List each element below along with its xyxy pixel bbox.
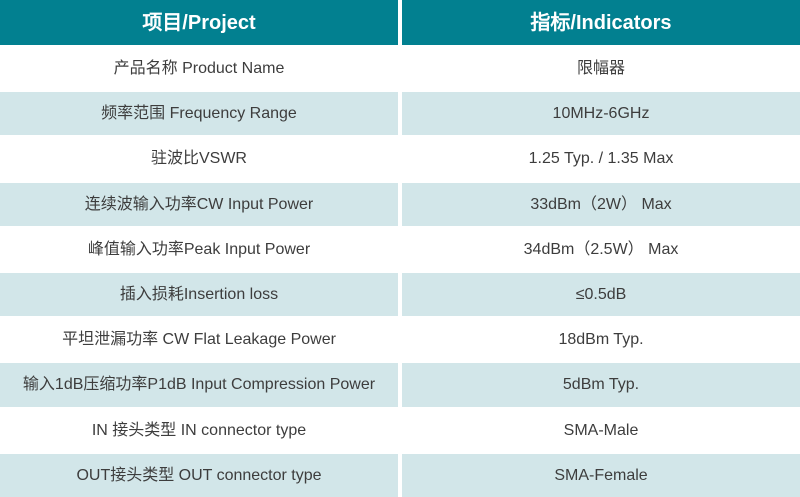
column-divider	[398, 182, 402, 226]
table-body: 产品名称 Product Name 限幅器 频率范围 Frequency Ran…	[0, 47, 800, 497]
column-divider	[398, 227, 402, 272]
indicator-cell: 限幅器	[402, 47, 800, 91]
indicator-cell: ≤0.5dB	[402, 273, 800, 317]
table-row: 频率范围 Frequency Range 10MHz-6GHz	[0, 92, 800, 138]
column-divider	[398, 92, 402, 136]
project-cell: 产品名称 Product Name	[0, 47, 398, 91]
project-cell: 峰值输入功率Peak Input Power	[0, 227, 398, 272]
project-cell: 频率范围 Frequency Range	[0, 92, 398, 136]
column-divider	[398, 408, 402, 452]
column-divider	[398, 47, 402, 91]
column-header-indicators: 指标/Indicators	[402, 0, 800, 45]
table-row: 峰值输入功率Peak Input Power 34dBm（2.5W） Max	[0, 227, 800, 274]
project-cell: 输入1dB压缩功率P1dB Input Compression Power	[0, 363, 398, 407]
column-divider	[398, 318, 402, 362]
project-cell: OUT接头类型 OUT connector type	[0, 453, 398, 497]
table-row: 输入1dB压缩功率P1dB Input Compression Power 5d…	[0, 363, 800, 409]
indicator-cell: SMA-Female	[402, 453, 800, 497]
indicator-cell: 18dBm Typ.	[402, 318, 800, 362]
column-divider	[398, 0, 402, 45]
column-divider	[398, 453, 402, 497]
project-cell: 驻波比VSWR	[0, 137, 398, 181]
indicator-cell: SMA-Male	[402, 408, 800, 452]
project-cell: 连续波输入功率CW Input Power	[0, 182, 398, 226]
column-header-project: 项目/Project	[0, 0, 398, 45]
indicator-cell: 10MHz-6GHz	[402, 92, 800, 136]
column-divider	[398, 363, 402, 407]
project-cell: 插入损耗Insertion loss	[0, 273, 398, 317]
indicator-cell: 34dBm（2.5W） Max	[402, 227, 800, 272]
project-cell: IN 接头类型 IN connector type	[0, 408, 398, 452]
table-row: 连续波输入功率CW Input Power 33dBm（2W） Max	[0, 182, 800, 228]
indicator-cell: 33dBm（2W） Max	[402, 182, 800, 226]
column-divider	[398, 137, 402, 181]
table-header-row: 项目/Project 指标/Indicators	[0, 0, 800, 47]
table-row: 驻波比VSWR 1.25 Typ. / 1.35 Max	[0, 137, 800, 183]
indicator-cell: 1.25 Typ. / 1.35 Max	[402, 137, 800, 181]
table-row: 产品名称 Product Name 限幅器	[0, 47, 800, 93]
column-divider	[398, 273, 402, 317]
table-row: 插入损耗Insertion loss ≤0.5dB	[0, 273, 800, 319]
table-row: IN 接头类型 IN connector type SMA-Male	[0, 408, 800, 454]
table-row: OUT接头类型 OUT connector type SMA-Female	[0, 453, 800, 497]
table-row: 平坦泄漏功率 CW Flat Leakage Power 18dBm Typ.	[0, 318, 800, 364]
project-cell: 平坦泄漏功率 CW Flat Leakage Power	[0, 318, 398, 362]
indicator-cell: 5dBm Typ.	[402, 363, 800, 407]
